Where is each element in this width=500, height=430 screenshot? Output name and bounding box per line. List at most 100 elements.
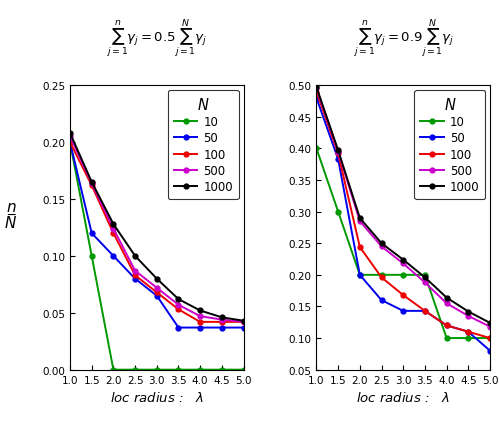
1000 — [88, 180, 94, 185]
50 — [422, 309, 428, 314]
Line: 1000: 1000 — [314, 86, 492, 326]
1000 — [219, 315, 225, 320]
50 — [240, 325, 246, 330]
50 — [444, 323, 450, 328]
1000 — [466, 309, 471, 314]
500 — [357, 219, 363, 224]
Line: 100: 100 — [68, 140, 246, 325]
100 — [400, 293, 406, 298]
100 — [378, 275, 384, 280]
500 — [487, 324, 493, 329]
10 — [67, 140, 73, 145]
Text: $\sum_{j=1}^{n} \gamma_j = 0.9 \sum_{j=1}^{N} \gamma_j$: $\sum_{j=1}^{n} \gamma_j = 0.9 \sum_{j=1… — [352, 17, 454, 60]
10 — [487, 336, 493, 341]
X-axis label: loc radius :   $\lambda$: loc radius : $\lambda$ — [110, 390, 204, 404]
50 — [487, 348, 493, 353]
Line: 100: 100 — [314, 90, 492, 341]
100 — [88, 183, 94, 188]
50 — [378, 298, 384, 303]
Line: 10: 10 — [68, 140, 246, 372]
500 — [110, 227, 116, 232]
1000 — [197, 308, 203, 313]
10 — [378, 273, 384, 278]
Legend: 10, 50, 100, 500, 1000: 10, 50, 100, 500, 1000 — [414, 91, 486, 200]
10 — [197, 367, 203, 372]
1000 — [400, 258, 406, 263]
1000 — [240, 318, 246, 323]
X-axis label: loc radius :   $\lambda$: loc radius : $\lambda$ — [356, 390, 450, 404]
100 — [466, 329, 471, 335]
1000 — [335, 148, 341, 154]
500 — [466, 313, 471, 319]
100 — [487, 336, 493, 341]
10 — [110, 367, 116, 372]
500 — [67, 135, 73, 140]
Line: 500: 500 — [314, 87, 492, 329]
500 — [154, 286, 160, 291]
50 — [67, 140, 73, 145]
10 — [154, 367, 160, 372]
10 — [219, 367, 225, 372]
50 — [335, 157, 341, 163]
Line: 1000: 1000 — [68, 131, 246, 323]
10 — [132, 367, 138, 372]
1000 — [378, 241, 384, 246]
1000 — [444, 295, 450, 301]
500 — [314, 86, 320, 92]
500 — [132, 268, 138, 273]
Legend: 10, 50, 100, 500, 1000: 10, 50, 100, 500, 1000 — [168, 91, 239, 200]
500 — [176, 303, 182, 308]
50 — [197, 325, 203, 330]
50 — [110, 254, 116, 259]
500 — [219, 317, 225, 322]
10 — [400, 273, 406, 278]
1000 — [67, 131, 73, 136]
100 — [314, 90, 320, 95]
1000 — [487, 320, 493, 326]
1000 — [357, 216, 363, 221]
1000 — [314, 85, 320, 90]
Line: 10: 10 — [314, 147, 492, 341]
Line: 50: 50 — [68, 140, 246, 330]
50 — [88, 231, 94, 236]
1000 — [422, 275, 428, 280]
100 — [110, 231, 116, 236]
1000 — [176, 297, 182, 302]
10 — [176, 367, 182, 372]
500 — [335, 150, 341, 155]
Line: 50: 50 — [314, 96, 492, 353]
50 — [314, 96, 320, 101]
100 — [176, 307, 182, 312]
50 — [176, 325, 182, 330]
10 — [444, 336, 450, 341]
10 — [88, 254, 94, 259]
100 — [422, 309, 428, 314]
500 — [444, 301, 450, 306]
500 — [378, 244, 384, 249]
500 — [88, 181, 94, 186]
1000 — [132, 254, 138, 259]
100 — [357, 245, 363, 250]
100 — [154, 290, 160, 295]
Text: $n$: $n$ — [6, 200, 16, 215]
500 — [240, 319, 246, 325]
100 — [67, 140, 73, 145]
10 — [466, 336, 471, 341]
Text: $N$: $N$ — [4, 215, 18, 231]
10 — [357, 273, 363, 278]
50 — [132, 276, 138, 282]
10 — [422, 273, 428, 278]
10 — [314, 147, 320, 152]
1000 — [154, 276, 160, 282]
50 — [466, 329, 471, 335]
Line: 500: 500 — [68, 135, 246, 325]
1000 — [110, 222, 116, 227]
100 — [132, 273, 138, 278]
50 — [154, 293, 160, 298]
50 — [219, 325, 225, 330]
10 — [240, 367, 246, 372]
10 — [335, 209, 341, 215]
Text: ─: ─ — [7, 209, 15, 221]
100 — [240, 319, 246, 325]
100 — [197, 319, 203, 325]
